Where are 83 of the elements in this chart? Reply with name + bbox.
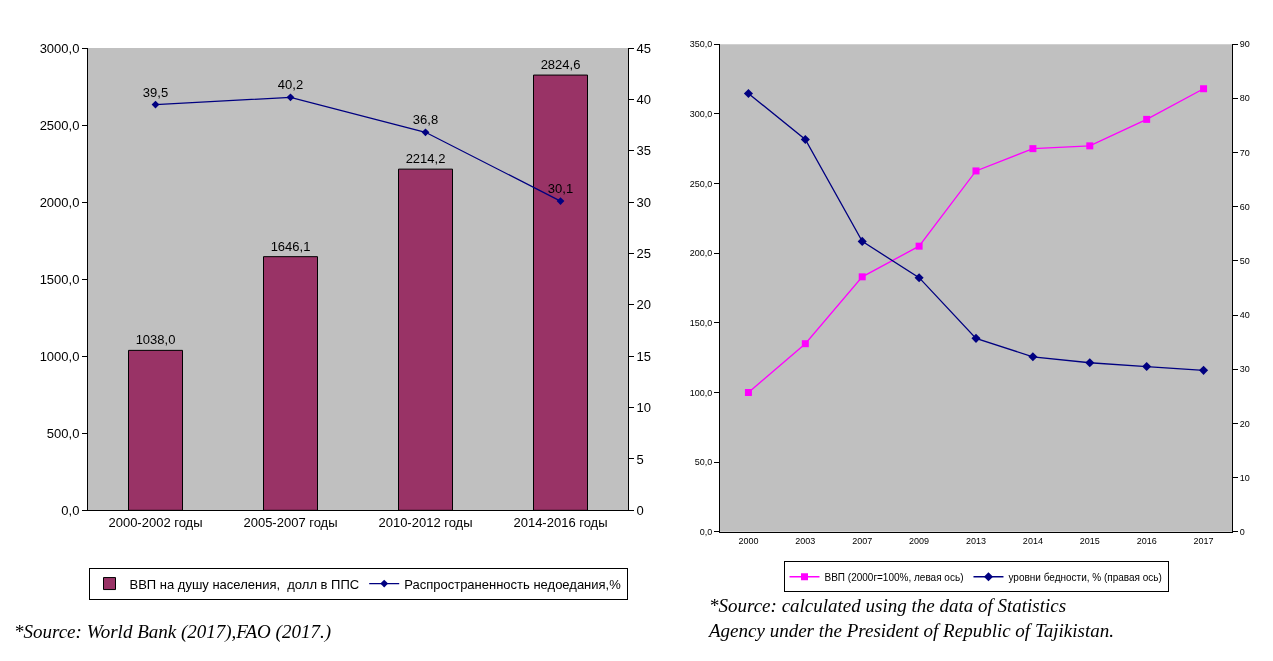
y2-tick-label: 5 [636, 451, 644, 467]
y-tick-label: 0,0 [61, 502, 80, 518]
y2-tick-label: 10 [636, 400, 652, 416]
y2-tick-label: 70 [1239, 147, 1250, 158]
y2-tick-label: 80 [1239, 93, 1250, 104]
point [1029, 145, 1037, 153]
y2-tick-label: 45 [636, 40, 652, 56]
y-tick-label: 50,0 [694, 457, 713, 468]
y2-tick-label: 60 [1239, 201, 1250, 212]
x-tick-label: 2005-2007 годы [243, 514, 338, 530]
data-label: 1038,0 [135, 332, 176, 348]
data-label: 36,8 [412, 112, 439, 128]
y2-tick-label: 90 [1239, 39, 1250, 50]
point [857, 236, 867, 246]
y2-tick-label: 15 [636, 348, 652, 364]
y-tick-label: 350,0 [689, 39, 713, 50]
y-tick-label: 2000,0 [39, 194, 80, 210]
data-label: 39,5 [142, 84, 169, 100]
legend-label: ВВП (2000г=100%, левая ось) [824, 571, 964, 583]
point [744, 388, 752, 396]
y2-tick-label: 20 [636, 297, 652, 313]
y-tick-label: 300,0 [689, 108, 713, 119]
legend-label: ВВП на душу населения, долл в ППС [129, 576, 360, 592]
y2-tick-label: 40 [1239, 310, 1250, 321]
x-tick-label: 2014 [1022, 535, 1043, 546]
y2-tick-label: 30 [1239, 364, 1250, 375]
point [858, 273, 866, 281]
point [800, 134, 810, 145]
y-tick-label: 200,0 [689, 248, 713, 259]
y2-tick-label: 0 [636, 502, 644, 518]
y-tick-label: 150,0 [689, 317, 713, 328]
point [1143, 115, 1151, 123]
x-tick-label: 2017 [1193, 535, 1214, 546]
y2-tick-label: 20 [1239, 418, 1250, 429]
y2-tick-label: 40 [636, 91, 652, 107]
point [421, 128, 430, 137]
legend-label: уровни бедности, % (правая ось) [1008, 571, 1162, 583]
x-tick-label: 2003 [795, 535, 816, 546]
point [914, 273, 924, 283]
y-tick-label: 100,0 [689, 387, 713, 398]
point [743, 88, 753, 98]
point [801, 340, 809, 348]
y2-tick-label: 0 [1239, 526, 1245, 537]
x-tick-label: 2016 [1136, 535, 1157, 546]
point [971, 333, 981, 343]
x-tick-label: 2010-2012 годы [378, 514, 473, 530]
y-tick-label: 250,0 [689, 178, 713, 189]
data-label: 2214,2 [405, 151, 446, 167]
y2-tick-label: 35 [636, 143, 652, 159]
x-tick-label: 2015 [1079, 535, 1100, 546]
point [1200, 85, 1208, 93]
point [286, 93, 295, 102]
data-label: 2824,6 [540, 57, 581, 73]
data-label: 30,1 [547, 181, 574, 197]
y2-tick-label: 10 [1239, 472, 1250, 483]
point [1085, 358, 1095, 368]
y-tick-label: 2500,0 [39, 117, 80, 133]
point [1199, 365, 1209, 375]
legend-label: Распространенность недоедания,% [404, 576, 622, 592]
data-label: 1646,1 [270, 238, 311, 254]
point [972, 167, 980, 175]
y-tick-label: 1500,0 [39, 271, 80, 287]
x-tick-label: 2014-2016 годы [513, 514, 608, 530]
x-tick-label: 2000 [738, 535, 759, 546]
y-tick-label: 0,0 [699, 526, 713, 537]
point [1086, 142, 1094, 150]
y-tick-label: 500,0 [46, 425, 80, 441]
y2-tick-label: 30 [636, 194, 652, 210]
y2-tick-label: 25 [636, 246, 652, 262]
text: *Source: calculated using the data of Statistics Agency under the President of Republic of Tajikistan. [707, 595, 1114, 641]
data-label: 40,2 [277, 77, 304, 93]
point [915, 242, 923, 250]
x-tick-label: 2000-2002 годы [108, 514, 203, 530]
y-tick-label: 1000,0 [39, 348, 80, 364]
text: *Source: World Bank (2017),FAO (2017.) [14, 621, 331, 643]
point [1028, 352, 1038, 362]
x-tick-label: 2007 [852, 535, 873, 546]
point [556, 197, 565, 206]
x-tick-label: 2013 [965, 535, 987, 546]
point [1142, 362, 1152, 372]
y-tick-label: 3000,0 [39, 40, 80, 56]
x-tick-label: 2009 [909, 535, 930, 546]
y2-tick-label: 50 [1239, 256, 1250, 267]
